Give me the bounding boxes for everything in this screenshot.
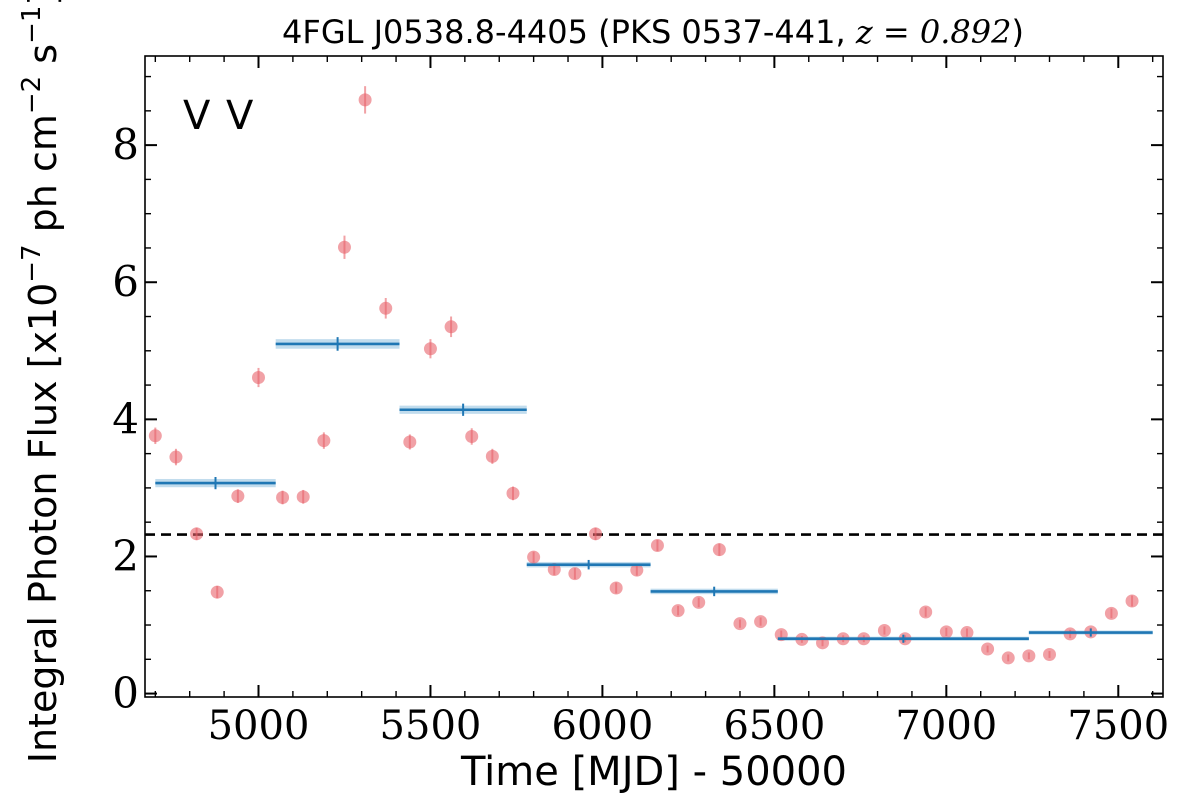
data-point-6 xyxy=(276,491,290,505)
data-point-47 xyxy=(1125,594,1139,608)
y-tick-label-2: 4 xyxy=(112,394,139,443)
variability-marker-blue: V xyxy=(183,93,211,139)
data-point-11 xyxy=(379,301,393,315)
data-point-17 xyxy=(506,486,520,500)
y-tick-label-4: 8 xyxy=(112,120,139,169)
data-point-8 xyxy=(317,434,331,448)
x-tick-label-3: 6500 xyxy=(723,703,825,749)
variability-marker-red: V xyxy=(226,93,254,139)
y-axis-label: Integral Photon Flux [x10−7 ph cm−2 s−1] xyxy=(17,0,65,763)
chart-title: 4FGL J0538.8-4405 (PKS 0537-441, z = 0.8… xyxy=(282,13,1024,51)
data-point-21 xyxy=(589,527,603,541)
data-point-40 xyxy=(981,642,995,656)
x-tick-label-5: 7500 xyxy=(1067,703,1169,749)
data-point-42 xyxy=(1022,649,1036,663)
x-axis-label: Time [MJD] - 50000 xyxy=(460,749,847,795)
data-point-39 xyxy=(960,626,974,640)
data-point-29 xyxy=(754,615,768,629)
data-point-28 xyxy=(733,617,747,631)
plot-frame xyxy=(144,55,1164,698)
data-point-19 xyxy=(547,562,561,576)
data-point-26 xyxy=(692,595,706,609)
data-point-12 xyxy=(403,435,417,449)
data-point-5 xyxy=(251,371,265,385)
x-tick-label-1: 5500 xyxy=(380,703,482,749)
data-point-14 xyxy=(444,320,458,334)
data-point-24 xyxy=(650,538,664,552)
bayesian-blocks xyxy=(155,337,1153,643)
data-point-38 xyxy=(939,625,953,639)
axis-ticks: 5000 5500 6000 6500 7000 7500 0 2 4 6 8 xyxy=(112,56,1169,749)
data-point-37 xyxy=(919,605,933,619)
y-tick-label-1: 2 xyxy=(112,531,139,580)
data-point-10 xyxy=(358,93,372,107)
data-point-15 xyxy=(465,429,479,443)
data-point-43 xyxy=(1043,647,1057,661)
x-tick-label-4: 7000 xyxy=(895,703,997,749)
data-point-9 xyxy=(337,240,351,254)
x-tick-label-2: 6000 xyxy=(552,703,654,749)
data-point-46 xyxy=(1104,606,1118,620)
data-point-41 xyxy=(1001,651,1015,665)
y-tick-label-3: 6 xyxy=(112,257,139,306)
data-point-27 xyxy=(712,543,726,557)
data-point-35 xyxy=(877,624,891,638)
data-point-13 xyxy=(423,342,437,356)
data-point-2 xyxy=(190,527,204,541)
data-point-18 xyxy=(527,550,541,564)
data-point-44 xyxy=(1063,627,1077,641)
x-tick-label-0: 5000 xyxy=(208,703,310,749)
data-point-1 xyxy=(169,450,183,464)
data-point-20 xyxy=(568,567,582,581)
data-point-16 xyxy=(485,449,499,463)
data-point-23 xyxy=(630,563,644,577)
data-point-7 xyxy=(296,490,310,504)
data-point-4 xyxy=(231,489,245,503)
data-point-25 xyxy=(671,604,685,618)
data-point-22 xyxy=(609,581,623,595)
data-point-0 xyxy=(148,429,162,443)
data-point-3 xyxy=(210,585,224,599)
y-tick-label-0: 0 xyxy=(112,669,139,718)
